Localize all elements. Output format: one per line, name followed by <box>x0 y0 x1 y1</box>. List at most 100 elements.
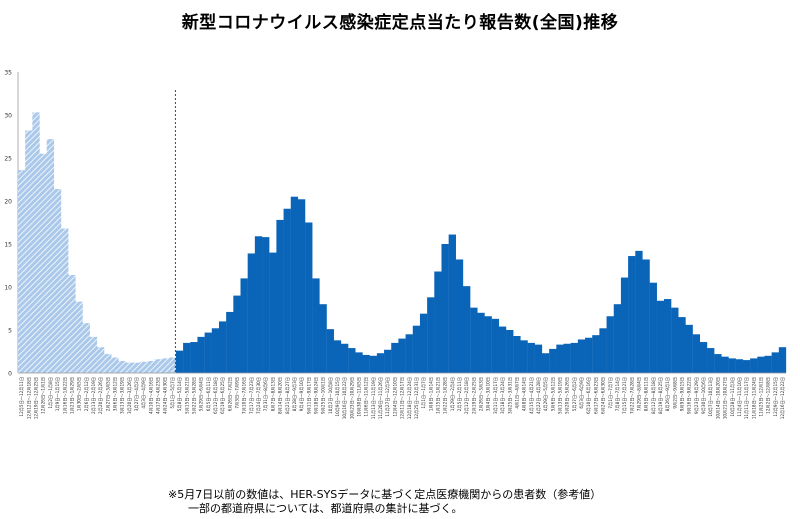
bar <box>333 340 342 373</box>
bar-series <box>18 112 787 374</box>
bar <box>563 343 571 373</box>
bar <box>671 307 679 373</box>
x-tick-label: 12月11日〜12月17日 <box>400 377 406 419</box>
bar <box>233 295 241 373</box>
bar <box>750 358 758 373</box>
x-tick-label: 9月30日〜10月6日 <box>701 377 707 414</box>
bar <box>369 355 378 373</box>
bar-reference <box>32 112 40 374</box>
x-tick-label: 7月22日〜7月28日 <box>629 377 635 414</box>
x-tick-label: 1月30日〜2月5日 <box>77 377 83 411</box>
x-tick-label: 7月3日〜7月9日 <box>235 377 241 409</box>
bar <box>240 278 248 373</box>
bar <box>491 318 500 373</box>
bar <box>556 344 564 373</box>
x-tick-label: 4月17日〜4月23日 <box>156 377 162 414</box>
x-tick-label: 2月5日〜2月11日 <box>457 377 463 411</box>
x-tick-label: 4月15日〜4月21日 <box>529 377 535 414</box>
x-tick-label: 2月19日〜2月25日 <box>471 377 477 414</box>
bar <box>326 329 334 373</box>
bar <box>463 286 471 373</box>
x-tick-label: 2月13日〜2月19日 <box>91 377 97 414</box>
x-tick-label: 6月10日〜6月16日 <box>586 377 592 414</box>
bar <box>211 328 220 373</box>
x-tick-label: 12月18日〜12月24日 <box>407 377 413 419</box>
x-tick-label: 12月4日〜12月10日 <box>392 377 398 417</box>
x-tick-label: 1月8日〜1月14日 <box>428 377 434 411</box>
bar <box>376 353 385 373</box>
x-tick-label: 3月4日〜3月10日 <box>486 377 492 411</box>
x-tick-label: 1月9日〜1月15日 <box>55 377 61 411</box>
x-tick-label: 12月12日〜12月18日 <box>26 377 32 419</box>
bar <box>778 347 787 373</box>
bar <box>477 312 485 373</box>
bar <box>441 244 449 373</box>
x-tick-label: 5月29日〜6月4日 <box>199 377 205 411</box>
y-axis: 0 5 10 15 20 25 30 35 <box>4 70 19 378</box>
bar <box>348 348 356 373</box>
x-tick-label: 7月8日〜7月14日 <box>615 377 621 411</box>
y-tick-label: 0 <box>8 371 12 378</box>
x-tick-label: 3月25日〜3月31日 <box>507 377 513 414</box>
x-tick-label: 5月13日〜5月19日 <box>558 377 564 414</box>
x-tick-label: 6月17日〜6月23日 <box>593 377 599 414</box>
x-tick-label: 9月9日〜9月15日 <box>680 377 686 411</box>
bar-reference <box>168 357 177 373</box>
x-tick-label: 6月5日〜6月11日 <box>206 377 212 411</box>
x-tick-label: 10月16日〜10月22日 <box>342 377 348 419</box>
x-tick-label: 1月2日〜1月8日 <box>48 377 54 409</box>
bar <box>663 299 672 373</box>
bar <box>355 352 363 373</box>
bar <box>764 355 772 373</box>
bar <box>484 316 492 373</box>
x-tick-label: 3月6日〜3月12日 <box>113 377 119 411</box>
bar-reference <box>161 358 169 373</box>
x-tick-label: 8月28日〜9月3日 <box>292 377 298 411</box>
x-tick-label: 5月6日〜5月12日 <box>550 377 556 411</box>
bar <box>728 358 736 373</box>
x-tick-label: 2月12日〜2月18日 <box>464 377 470 414</box>
x-tick-label: 9月23日〜9月29日 <box>694 377 700 414</box>
x-tick-label: 6月26日〜7月2日 <box>227 377 233 411</box>
bar <box>175 350 184 373</box>
y-tick-label: 5 <box>8 328 12 335</box>
bar <box>405 334 413 373</box>
x-tick-label: 11月11日〜11月17日 <box>744 377 750 419</box>
bar <box>448 234 456 373</box>
bar-reference <box>104 354 112 373</box>
bar <box>470 307 478 373</box>
x-tick-label: 2月20日〜2月26日 <box>98 377 104 414</box>
x-tick-label: 5月22日〜5月28日 <box>191 377 197 414</box>
bar <box>434 271 442 373</box>
x-tick-label: 8月26日〜9月1日 <box>665 377 671 411</box>
x-tick-label: 8月12日〜8月18日 <box>651 377 657 414</box>
x-tick-label: 4月3日〜4月9日 <box>141 377 147 409</box>
bar <box>685 324 693 373</box>
bar <box>427 297 435 373</box>
x-tick-label: 11月13日〜11月19日 <box>371 377 377 419</box>
bar <box>570 342 578 373</box>
bar-reference <box>125 362 133 373</box>
x-tick-label: 6月19日〜6月25日 <box>220 377 226 414</box>
bar <box>498 326 507 373</box>
x-tick-label: 7月24日〜7月30日 <box>256 377 262 414</box>
y-tick-label: 25 <box>4 156 12 163</box>
x-tick-label: 12月16日〜12月22日 <box>780 377 786 419</box>
bar-reference <box>89 336 98 373</box>
x-tick-label: 12月25日〜12月31日 <box>414 377 420 419</box>
chart-title: 新型コロナウイルス感染症定点当たり報告数(全国)推移 <box>181 13 619 33</box>
bar <box>204 332 212 373</box>
bar <box>656 300 665 373</box>
bar <box>190 342 198 373</box>
x-tick-label: 8月19日〜8月25日 <box>658 377 664 414</box>
x-tick-label: 10月23日〜10月29日 <box>349 377 355 419</box>
bar-reference <box>82 323 90 373</box>
bar <box>577 339 586 373</box>
x-tick-label: 5月15日〜5月21日 <box>184 377 190 414</box>
x-tick-label: 3月11日〜3月17日 <box>493 377 499 414</box>
x-tick-label: 7月15日〜7月21日 <box>622 377 628 414</box>
bar <box>520 340 528 373</box>
x-tick-label: 1月29日〜2月4日 <box>450 377 456 411</box>
bar-reference <box>46 139 55 373</box>
